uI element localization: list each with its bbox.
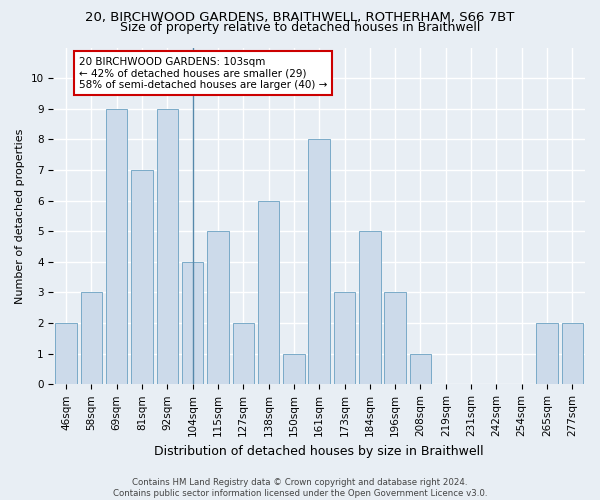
Bar [385,292,406,384]
Bar [536,323,558,384]
Bar [55,323,77,384]
Text: 20 BIRCHWOOD GARDENS: 103sqm
← 42% of detached houses are smaller (29)
58% of se: 20 BIRCHWOOD GARDENS: 103sqm ← 42% of de… [79,56,327,90]
Bar [410,354,431,384]
Bar [283,354,305,384]
Bar [233,323,254,384]
Text: Contains HM Land Registry data © Crown copyright and database right 2024.
Contai: Contains HM Land Registry data © Crown c… [113,478,487,498]
Text: Size of property relative to detached houses in Braithwell: Size of property relative to detached ho… [120,21,480,34]
Bar [157,108,178,384]
Y-axis label: Number of detached properties: Number of detached properties [15,128,25,304]
Bar [207,231,229,384]
Bar [80,292,102,384]
Text: 20, BIRCHWOOD GARDENS, BRAITHWELL, ROTHERHAM, S66 7BT: 20, BIRCHWOOD GARDENS, BRAITHWELL, ROTHE… [85,11,515,24]
Bar [359,231,380,384]
Bar [258,200,280,384]
Bar [182,262,203,384]
Bar [334,292,355,384]
Bar [308,140,330,384]
X-axis label: Distribution of detached houses by size in Braithwell: Distribution of detached houses by size … [154,444,484,458]
Bar [131,170,153,384]
Bar [562,323,583,384]
Bar [106,108,127,384]
